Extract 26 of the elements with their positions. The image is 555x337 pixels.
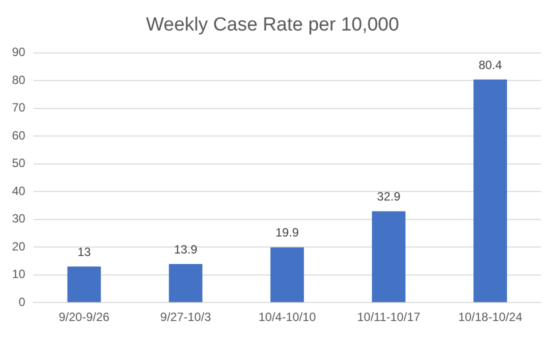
data-label: 13 [77,244,92,259]
bar [270,247,304,302]
data-label: 19.9 [275,226,300,240]
y-tick-label: 70 [12,100,26,115]
data-label: 32.9 [377,190,401,204]
y-tick-label: 90 [12,45,26,60]
x-tick-label: 10/4-10/10 [258,310,316,324]
x-tick-label: 9/27-10/3 [160,310,212,324]
y-tick-label: 10 [12,267,26,282]
x-tick-label: 9/20-9/26 [58,310,110,324]
bar [473,79,507,302]
y-tick-label: 80 [12,72,26,87]
data-label: 80.4 [478,58,502,72]
y-tick-label: 50 [12,156,26,170]
y-tick-label: 60 [12,128,26,142]
y-tick-label: 20 [12,239,26,254]
y-tick-label: 30 [12,212,26,226]
x-tick-label: 10/11-10/17 [357,310,421,324]
chart-title: Weekly Case Rate per 10,000 [146,14,400,36]
x-tick-label: 10/18-10/24 [458,310,523,324]
y-tick-label: 40 [12,184,26,198]
bar [67,266,101,302]
bar [168,264,202,302]
data-label: 13.9 [174,242,198,256]
y-tick-label: 0 [18,294,26,309]
bar [372,211,406,302]
